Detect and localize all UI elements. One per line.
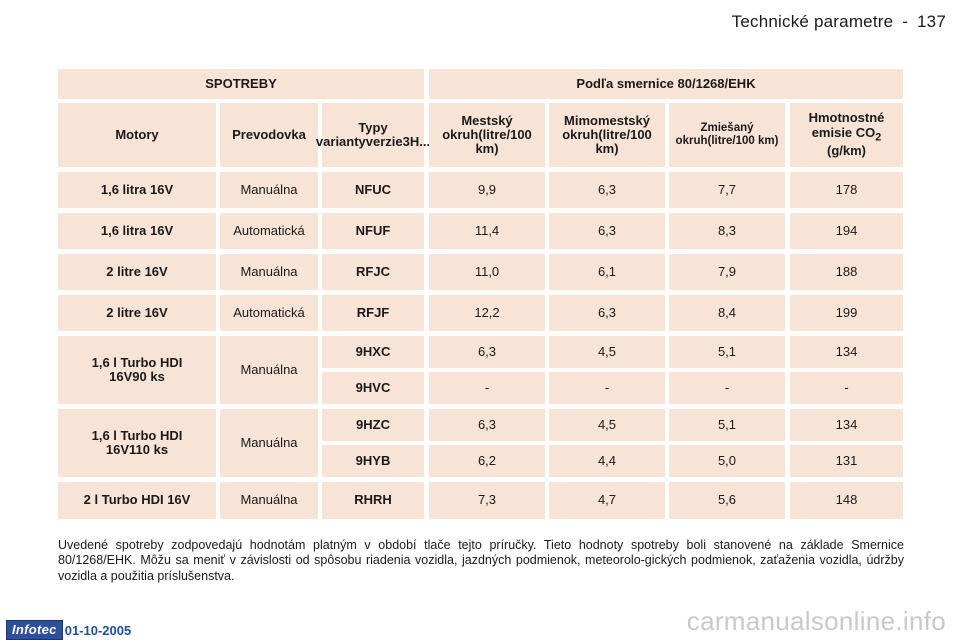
col-header-variant: Typy variantyverzie3H... (316, 103, 430, 167)
group-header-directive: Podľa smernice 80/1268/EHK (429, 69, 903, 99)
col-header-extra-urban: Mimomestský okruh(litre/100 km) (549, 103, 665, 167)
row-2-co2: 194 (790, 213, 903, 249)
row-3-code: RFJC (322, 254, 424, 290)
row-8-code: 9HYB (322, 445, 424, 477)
row-9-engine: 2 l Turbo HDI 16V (58, 482, 216, 519)
row-9-extra-urban: 4,7 (549, 482, 665, 519)
row-7-code: 9HZC (322, 409, 424, 441)
row-6-extra-urban: - (549, 372, 665, 404)
row-5-urban: 6,3 (429, 336, 545, 368)
row-9-combined: 5,6 (669, 482, 785, 519)
consumption-footnote: Uvedené spotreby zodpovedajú hodnotám pl… (58, 538, 904, 583)
row-3-urban: 11,0 (429, 254, 545, 290)
row-9-code: RHRH (322, 482, 424, 519)
row-4-engine: 2 litre 16V (58, 295, 216, 331)
group-header-consumption: SPOTREBY (58, 69, 424, 99)
row-6-code: 9HVC (322, 372, 424, 404)
col-header-engine: Motory (58, 103, 216, 167)
row-2-code: NFUF (322, 213, 424, 249)
row-8-co2: 131 (790, 445, 903, 477)
row-1-co2: 178 (790, 172, 903, 208)
header-separator: - (902, 12, 909, 31)
row-2-engine: 1,6 litra 16V (58, 213, 216, 249)
row-5-engine: 1,6 l Turbo HDI 16V90 ks (58, 336, 216, 404)
row-4-extra-urban: 6,3 (549, 295, 665, 331)
row-5-extra-urban: 4,5 (549, 336, 665, 368)
row-8-extra-urban: 4,4 (549, 445, 665, 477)
row-5-gearbox: Manuálna (220, 336, 318, 404)
row-1-combined: 7,7 (669, 172, 785, 208)
page-number: 137 (917, 12, 946, 31)
row-7-co2: 134 (790, 409, 903, 441)
row-3-gearbox: Manuálna (220, 254, 318, 290)
row-9-gearbox: Manuálna (220, 482, 318, 519)
row-1-code: NFUC (322, 172, 424, 208)
row-1-engine: 1,6 litra 16V (58, 172, 216, 208)
co2-header-suffix: (g/km) (827, 143, 866, 159)
row-7-combined: 5,1 (669, 409, 785, 441)
row-4-code: RFJF (322, 295, 424, 331)
co2-header-prefix: Hmotnostné emisie CO (808, 110, 885, 140)
row-8-combined: 5,0 (669, 445, 785, 477)
row-5-co2: 134 (790, 336, 903, 368)
row-4-combined: 8,4 (669, 295, 785, 331)
row-5-code: 9HXC (322, 336, 424, 368)
row-1-gearbox: Manuálna (220, 172, 318, 208)
row-1-urban: 9,9 (429, 172, 545, 208)
row-2-urban: 11,4 (429, 213, 545, 249)
row-4-co2: 199 (790, 295, 903, 331)
row-1-extra-urban: 6,3 (549, 172, 665, 208)
row-5-combined: 5,1 (669, 336, 785, 368)
row-7-extra-urban: 4,5 (549, 409, 665, 441)
row-6-combined: - (669, 372, 785, 404)
co2-header-subscript: 2 (875, 131, 882, 144)
col-header-urban: Mestský okruh(litre/100 km) (429, 103, 545, 167)
row-4-urban: 12,2 (429, 295, 545, 331)
row-2-extra-urban: 6,3 (549, 213, 665, 249)
co2-header-label: Hmotnostné emisie CO2 (g/km) (796, 111, 897, 158)
row-7-engine: 1,6 l Turbo HDI 16V110 ks (58, 409, 216, 477)
footer-bar: Infotec 01-10-2005 (6, 620, 131, 640)
site-watermark: carmanualsonline.info (686, 606, 946, 636)
row-3-engine: 2 litre 16V (58, 254, 216, 290)
row-3-extra-urban: 6,1 (549, 254, 665, 290)
row-2-gearbox: Automatická (220, 213, 318, 249)
col-header-gearbox: Prevodovka (220, 103, 318, 167)
row-7-gearbox: Manuálna (220, 409, 318, 477)
row-4-gearbox: Automatická (220, 295, 318, 331)
col-header-combined: Zmiešaný okruh(litre/100 km) (669, 103, 785, 167)
row-3-co2: 188 (790, 254, 903, 290)
edition-date: 01-10-2005 (64, 622, 132, 638)
section-title: Technické parametre (731, 12, 894, 31)
row-8-urban: 6,2 (429, 445, 545, 477)
row-2-combined: 8,3 (669, 213, 785, 249)
row-9-urban: 7,3 (429, 482, 545, 519)
row-7-urban: 6,3 (429, 409, 545, 441)
row-6-co2: - (790, 372, 903, 404)
row-9-co2: 148 (790, 482, 903, 519)
col-header-co2: Hmotnostné emisie CO2 (g/km) (790, 103, 903, 167)
row-6-urban: - (429, 372, 545, 404)
row-3-combined: 7,9 (669, 254, 785, 290)
brand-logo: Infotec (6, 620, 63, 640)
page-header: Technické parametre - 137 (732, 12, 946, 32)
